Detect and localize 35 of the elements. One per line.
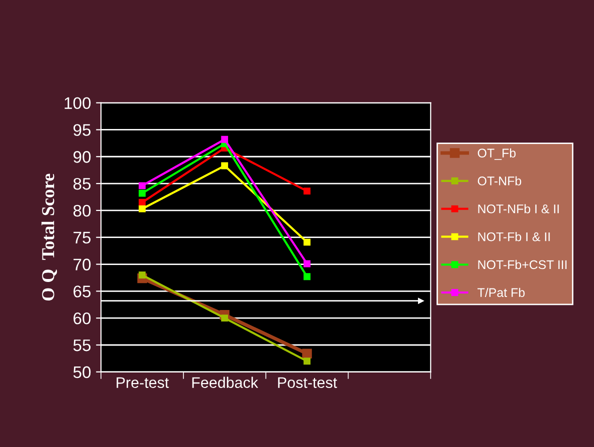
point <box>221 162 228 170</box>
y-tick-label: 60 <box>74 312 91 324</box>
point <box>304 273 310 280</box>
point <box>221 136 228 143</box>
legend-label: NOT-NFb I & II <box>478 204 559 214</box>
legend-label: NOT-Fb+CST III <box>478 260 567 270</box>
point <box>138 198 146 206</box>
y-tick-label: 75 <box>74 232 91 244</box>
y-tick-label: 55 <box>73 340 91 352</box>
y-tick-label: 90 <box>74 151 91 163</box>
point <box>302 348 312 358</box>
point <box>304 188 310 195</box>
y-tick-label: 50 <box>73 366 91 378</box>
point <box>138 205 146 212</box>
point <box>304 358 310 365</box>
point <box>138 190 146 197</box>
y-tick-label: 100 <box>64 97 91 110</box>
point <box>138 182 146 190</box>
legend-label: OT-NFb <box>478 176 522 186</box>
point <box>304 238 310 246</box>
y-tick-label: 85 <box>73 178 91 190</box>
y-tick-label: 65 <box>74 286 91 298</box>
y-tick-label: 80 <box>73 204 91 217</box>
x-tick-label: Pre-test <box>116 377 169 388</box>
point <box>138 272 146 279</box>
y-tick-label: 95 <box>74 124 91 136</box>
point <box>304 260 310 268</box>
legend-label: OT_Fb <box>478 148 516 160</box>
legend-label: T/Pat Fb <box>478 288 525 298</box>
point <box>221 314 228 322</box>
x-tick-label: Post-test <box>278 377 338 388</box>
y-axis-title: O Q Total Score <box>42 174 57 301</box>
x-tick-label: Feedback <box>192 376 258 388</box>
legend-label: NOT-Fb I & II <box>478 232 550 242</box>
y-tick-label: 70 <box>74 258 91 270</box>
